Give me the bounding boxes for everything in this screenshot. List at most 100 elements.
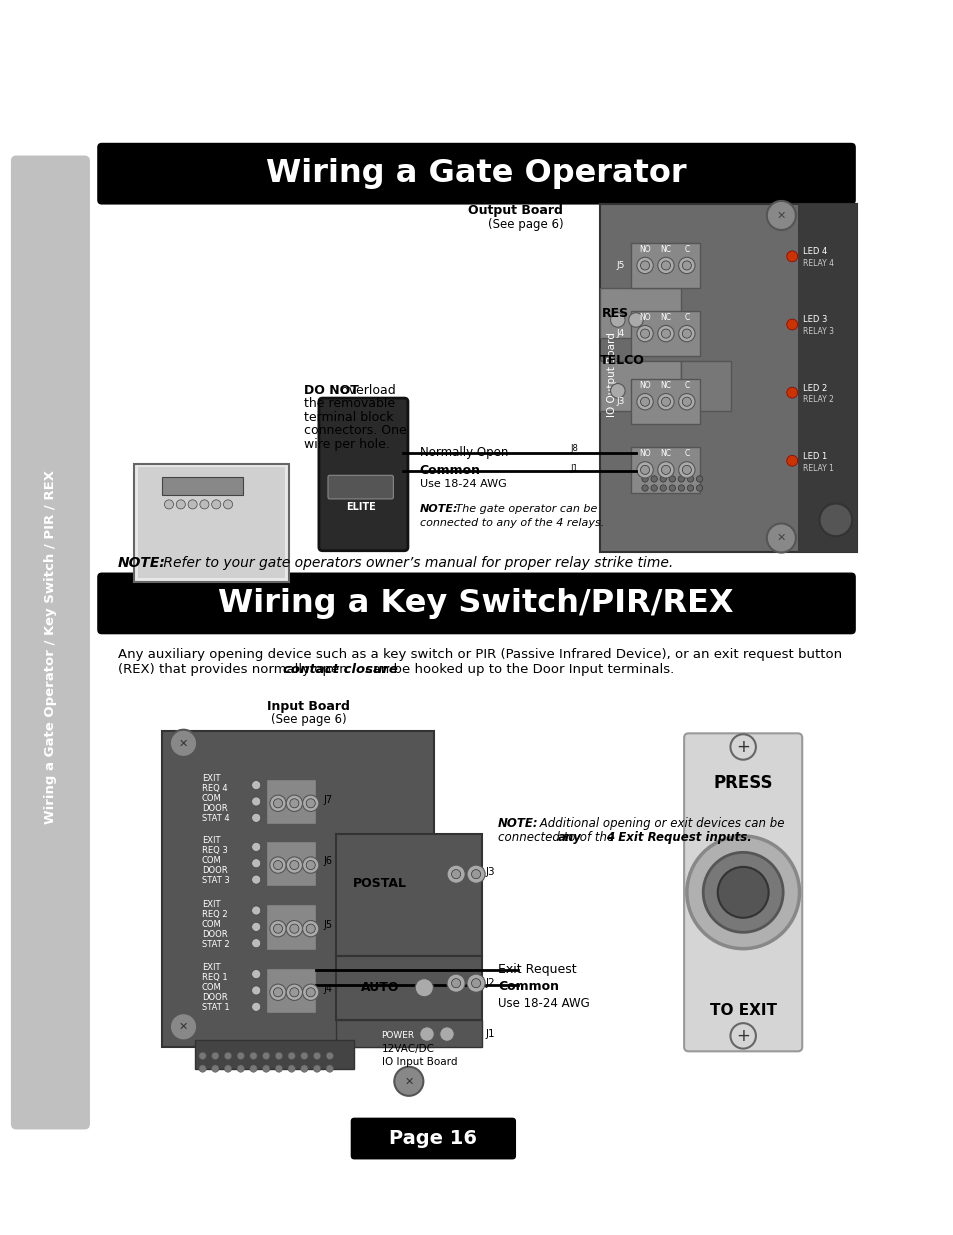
Text: DOOR: DOOR	[201, 866, 227, 874]
Circle shape	[270, 857, 286, 873]
Text: DOOR: DOOR	[201, 804, 227, 813]
Circle shape	[668, 475, 675, 482]
Text: COM: COM	[201, 920, 221, 929]
Circle shape	[660, 466, 670, 474]
Text: Normally Open: Normally Open	[419, 446, 508, 459]
Text: IO Input Board: IO Input Board	[381, 1057, 456, 1067]
Circle shape	[696, 475, 702, 482]
Bar	[266, 904, 315, 950]
Text: REQ 4: REQ 4	[201, 784, 227, 793]
Circle shape	[306, 799, 314, 808]
Circle shape	[686, 475, 693, 482]
Circle shape	[766, 201, 795, 230]
Text: DO NOT: DO NOT	[304, 384, 359, 396]
Circle shape	[451, 869, 460, 879]
Text: J4: J4	[323, 983, 332, 994]
Text: J2: J2	[485, 978, 495, 988]
Bar	[162, 731, 434, 1047]
Circle shape	[290, 861, 298, 869]
Circle shape	[717, 867, 768, 918]
Circle shape	[170, 730, 197, 757]
Text: NO: NO	[639, 450, 650, 458]
FancyBboxPatch shape	[328, 475, 393, 499]
Text: EXIT: EXIT	[201, 899, 220, 909]
Circle shape	[200, 500, 209, 509]
Bar	[599, 361, 680, 411]
Circle shape	[786, 251, 797, 262]
Text: LED 4: LED 4	[802, 247, 826, 257]
FancyBboxPatch shape	[351, 1118, 516, 1160]
Circle shape	[290, 924, 298, 934]
Text: J1: J1	[485, 1029, 495, 1039]
Circle shape	[306, 861, 314, 869]
Circle shape	[639, 329, 649, 338]
Text: COM: COM	[201, 983, 221, 992]
Text: NC: NC	[659, 312, 671, 322]
Circle shape	[681, 398, 691, 406]
Text: NOTE:: NOTE:	[419, 504, 457, 514]
Text: DOOR: DOOR	[201, 930, 227, 939]
Circle shape	[766, 524, 795, 552]
Text: +: +	[736, 739, 749, 756]
Text: the removable: the removable	[304, 398, 395, 410]
Text: Use 18-24 AWG: Use 18-24 AWG	[497, 997, 589, 1010]
Circle shape	[223, 500, 233, 509]
Circle shape	[199, 1065, 206, 1072]
Text: The gate operator can be: The gate operator can be	[452, 504, 598, 514]
Bar	[138, 467, 285, 578]
Circle shape	[237, 1052, 244, 1060]
Text: EXIT: EXIT	[201, 774, 220, 783]
Circle shape	[302, 795, 318, 811]
Circle shape	[394, 1067, 423, 1095]
Circle shape	[290, 799, 298, 808]
Circle shape	[610, 384, 624, 398]
Text: C: C	[683, 312, 689, 322]
Circle shape	[639, 261, 649, 270]
Circle shape	[678, 325, 695, 342]
Text: terminal block: terminal block	[304, 411, 394, 424]
Text: NO: NO	[639, 312, 650, 322]
Text: POSTAL: POSTAL	[353, 877, 406, 889]
Circle shape	[237, 1065, 244, 1072]
Text: Additional opening or exit devices can be: Additional opening or exit devices can b…	[536, 816, 783, 830]
Circle shape	[696, 485, 702, 492]
Circle shape	[637, 257, 653, 274]
Circle shape	[639, 398, 649, 406]
Text: NC: NC	[659, 450, 671, 458]
Circle shape	[657, 462, 674, 478]
Circle shape	[471, 869, 480, 879]
Text: RES: RES	[600, 308, 628, 320]
Circle shape	[637, 462, 653, 478]
Bar	[195, 1040, 354, 1070]
Text: J5: J5	[616, 261, 624, 270]
Circle shape	[275, 1052, 282, 1060]
Circle shape	[250, 1065, 257, 1072]
Circle shape	[314, 1052, 320, 1060]
Text: J4: J4	[617, 329, 624, 338]
Circle shape	[730, 735, 755, 760]
Bar	[599, 204, 856, 552]
Circle shape	[314, 1065, 320, 1072]
Circle shape	[270, 984, 286, 1000]
Text: 4 Exit Request inputs.: 4 Exit Request inputs.	[605, 831, 751, 845]
Text: POWER: POWER	[381, 1031, 415, 1040]
FancyBboxPatch shape	[318, 398, 408, 551]
Text: J3: J3	[589, 388, 598, 398]
Circle shape	[224, 1052, 232, 1060]
Text: ✕: ✕	[178, 1021, 188, 1031]
Text: (REX) that provides normally open: (REX) that provides normally open	[118, 663, 352, 677]
Circle shape	[300, 1052, 308, 1060]
Text: IO Output Board: IO Output Board	[607, 332, 617, 417]
Circle shape	[252, 986, 260, 995]
Circle shape	[660, 329, 670, 338]
Circle shape	[786, 319, 797, 330]
Text: Common: Common	[419, 464, 480, 477]
Circle shape	[262, 1065, 270, 1072]
Text: NO: NO	[639, 245, 650, 253]
Text: Page 16: Page 16	[389, 1129, 476, 1149]
Text: COM: COM	[201, 794, 221, 803]
Text: LED 2: LED 2	[802, 384, 826, 393]
Circle shape	[467, 864, 485, 883]
Text: NO: NO	[639, 380, 650, 390]
Circle shape	[668, 485, 675, 492]
